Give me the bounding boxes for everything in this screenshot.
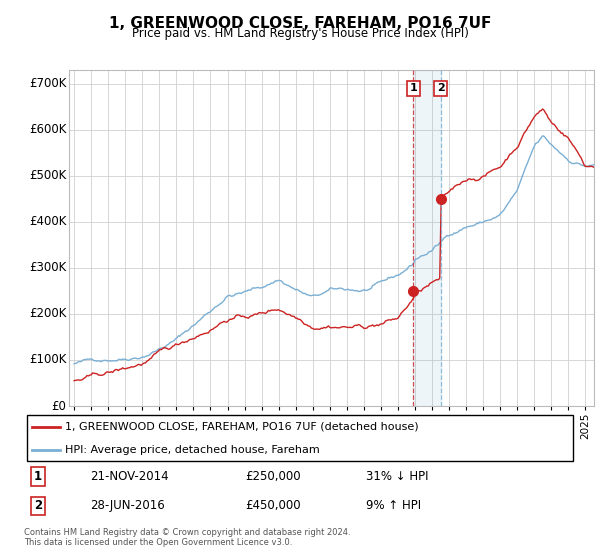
- Text: Price paid vs. HM Land Registry's House Price Index (HPI): Price paid vs. HM Land Registry's House …: [131, 27, 469, 40]
- Text: 9% ↑ HPI: 9% ↑ HPI: [366, 500, 421, 512]
- Text: £400K: £400K: [29, 216, 67, 228]
- Text: £300K: £300K: [29, 262, 67, 274]
- Text: £200K: £200K: [29, 307, 67, 320]
- Text: 2: 2: [437, 83, 445, 94]
- Text: £700K: £700K: [29, 77, 67, 90]
- Text: 31% ↓ HPI: 31% ↓ HPI: [366, 470, 429, 483]
- Text: HPI: Average price, detached house, Fareham: HPI: Average price, detached house, Fare…: [65, 445, 320, 455]
- Text: £100K: £100K: [29, 353, 67, 366]
- Text: 2: 2: [34, 500, 42, 512]
- Text: 1, GREENWOOD CLOSE, FAREHAM, PO16 7UF: 1, GREENWOOD CLOSE, FAREHAM, PO16 7UF: [109, 16, 491, 31]
- Text: £450,000: £450,000: [245, 500, 301, 512]
- Text: £600K: £600K: [29, 123, 67, 136]
- Text: £500K: £500K: [29, 169, 67, 183]
- FancyBboxPatch shape: [27, 416, 573, 461]
- Text: 1: 1: [34, 470, 42, 483]
- Text: £250,000: £250,000: [245, 470, 301, 483]
- Text: 28-JUN-2016: 28-JUN-2016: [90, 500, 165, 512]
- Text: Contains HM Land Registry data © Crown copyright and database right 2024.
This d: Contains HM Land Registry data © Crown c…: [24, 528, 350, 547]
- Text: 21-NOV-2014: 21-NOV-2014: [90, 470, 169, 483]
- Bar: [413, 70, 440, 406]
- Text: £0: £0: [52, 399, 67, 413]
- Text: 1, GREENWOOD CLOSE, FAREHAM, PO16 7UF (detached house): 1, GREENWOOD CLOSE, FAREHAM, PO16 7UF (d…: [65, 422, 419, 432]
- Text: 1: 1: [409, 83, 417, 94]
